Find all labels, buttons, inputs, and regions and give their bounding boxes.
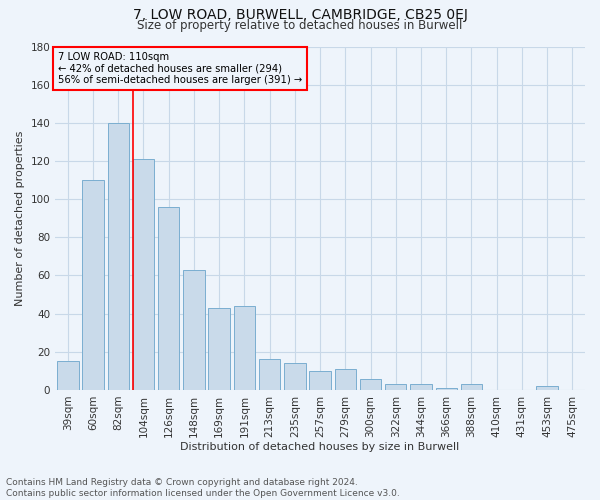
- Text: Contains HM Land Registry data © Crown copyright and database right 2024.
Contai: Contains HM Land Registry data © Crown c…: [6, 478, 400, 498]
- Bar: [335, 369, 356, 390]
- Bar: [461, 384, 482, 390]
- Bar: [385, 384, 406, 390]
- Bar: [310, 371, 331, 390]
- Bar: [233, 306, 255, 390]
- Bar: [133, 159, 154, 390]
- Bar: [360, 378, 381, 390]
- Text: Size of property relative to detached houses in Burwell: Size of property relative to detached ho…: [137, 18, 463, 32]
- X-axis label: Distribution of detached houses by size in Burwell: Distribution of detached houses by size …: [181, 442, 460, 452]
- Bar: [208, 308, 230, 390]
- Text: 7, LOW ROAD, BURWELL, CAMBRIDGE, CB25 0EJ: 7, LOW ROAD, BURWELL, CAMBRIDGE, CB25 0E…: [133, 8, 467, 22]
- Bar: [183, 270, 205, 390]
- Bar: [82, 180, 104, 390]
- Bar: [410, 384, 432, 390]
- Bar: [259, 360, 280, 390]
- Bar: [158, 207, 179, 390]
- Y-axis label: Number of detached properties: Number of detached properties: [15, 130, 25, 306]
- Text: 7 LOW ROAD: 110sqm
← 42% of detached houses are smaller (294)
56% of semi-detach: 7 LOW ROAD: 110sqm ← 42% of detached hou…: [58, 52, 302, 85]
- Bar: [107, 123, 129, 390]
- Bar: [284, 363, 305, 390]
- Bar: [436, 388, 457, 390]
- Bar: [536, 386, 558, 390]
- Bar: [57, 362, 79, 390]
